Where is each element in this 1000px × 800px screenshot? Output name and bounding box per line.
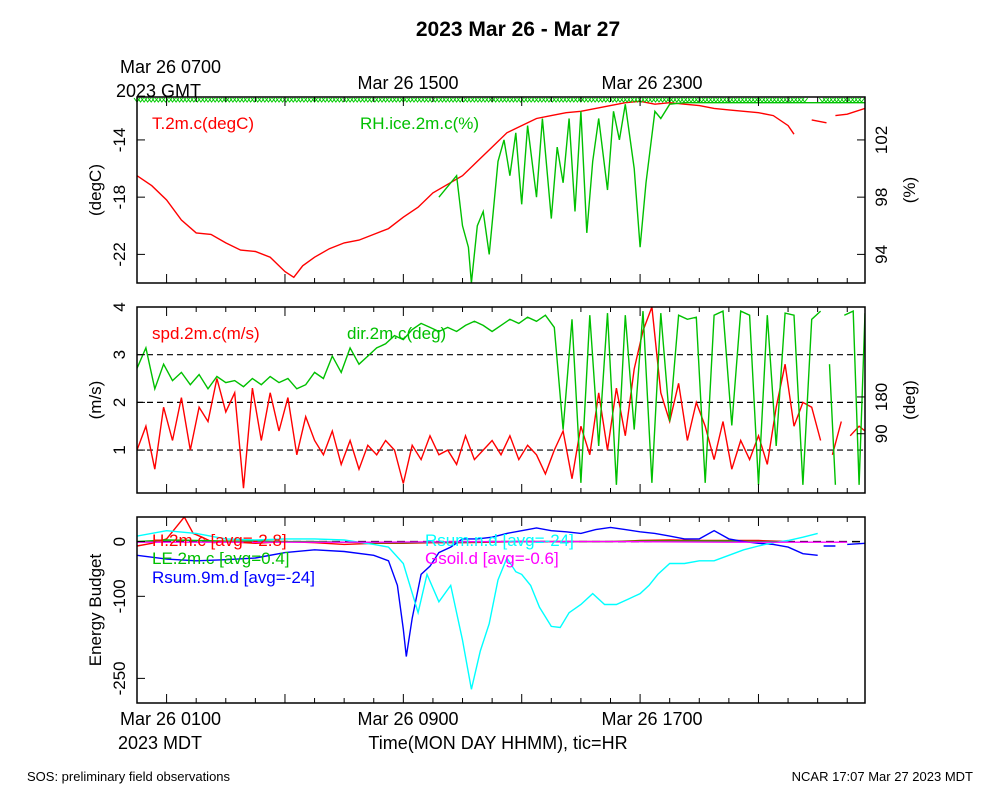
legend-label-0: T.2m.c(degC) — [152, 114, 254, 133]
y-tick-label-right: 102 — [872, 126, 891, 154]
chart-title: 2023 Mar 26 - Mar 27 — [416, 18, 620, 41]
y-tick-label-left: 4 — [110, 302, 129, 311]
bottom-time-label-1: Mar 26 0100 — [120, 709, 221, 729]
y-axis-label-right: (deg) — [900, 380, 919, 420]
bottom-time-label-2: Mar 26 0900 — [357, 709, 458, 729]
y-tick-label-right: 94 — [872, 245, 891, 264]
top-time-label-3: Mar 26 2300 — [601, 73, 702, 93]
y-axis-label-left: (m/s) — [86, 381, 105, 420]
y-tick-label-left: -22 — [110, 242, 129, 267]
y-tick-label-left: -250 — [110, 661, 129, 695]
footer-right: NCAR 17:07 Mar 27 2023 MDT — [792, 769, 973, 784]
top-time-label-2: Mar 26 1500 — [357, 73, 458, 93]
x-axis-title: Time(MON DAY HHMM), tic=HR — [368, 733, 627, 753]
top-time-label-1: Mar 26 0700 — [120, 57, 221, 77]
series-group — [137, 100, 865, 283]
legend-label-3: Rsum.n.d [avg=-24] — [425, 531, 574, 550]
y-tick-label-right: 90 — [872, 424, 891, 443]
y-tick-label-left: -14 — [110, 128, 129, 153]
y-tick-label-left: 1 — [110, 445, 129, 454]
series-line-1 — [137, 310, 865, 485]
legend-label-1: dir.2m.c(deg) — [347, 324, 446, 343]
series-line-2 — [137, 526, 865, 657]
flag-marker — [801, 97, 809, 103]
panel-energy-budget: -250 -100 0 Energy Budget H.2m.c [avg=-2.8]L… — [86, 516, 866, 704]
series-line-1 — [438, 102, 865, 283]
y-tick-label-right: 180 — [872, 383, 891, 411]
panel-frame — [136, 516, 866, 704]
bottom-axis-sublabel: 2023 MDT — [118, 733, 202, 753]
flag-marker — [858, 97, 865, 103]
series-line-0 — [137, 100, 865, 279]
legend-label-0: H.2m.c [avg=-2.8] — [152, 531, 287, 550]
series-group — [137, 307, 865, 489]
legend-label-2: Rsum.9m.d [avg=-24] — [152, 568, 315, 587]
footer-left: SOS: preliminary field observations — [27, 769, 231, 784]
panel-frame — [136, 306, 866, 494]
legend-label-1: LE.2m.c [avg=0.4] — [152, 549, 290, 568]
y-tick-label-left: -18 — [110, 185, 129, 210]
series-line-4 — [137, 540, 848, 543]
top-axis-sublabel: 2023 GMT — [116, 81, 201, 101]
panel-frame — [136, 96, 866, 284]
flag-markers — [133, 97, 865, 103]
legend-label-1: RH.ice.2m.c(%) — [360, 114, 479, 133]
y-tick-label-left: 3 — [110, 350, 129, 359]
series-group — [137, 517, 865, 690]
panel-temperature-humidity: -22 -18 -14 (degC) 94 98 102 (%) T.2m.c(degC) RH.… — [86, 96, 919, 284]
y-axis-label-left: Energy Budget — [86, 553, 105, 666]
y-tick-label-right: 98 — [872, 188, 891, 207]
y-tick-label-left: 2 — [110, 398, 129, 407]
panel-wind: 1 2 3 4 (m/s) 90 180 (deg) spd.2m.c(m/s) dir.2m.c… — [86, 302, 919, 494]
y-axis-label-right: (%) — [900, 177, 919, 203]
y-axis-label-left: (degC) — [86, 164, 105, 216]
y-tick-label-left: 0 — [110, 537, 129, 546]
y-tick-label-left: -100 — [110, 579, 129, 613]
legend-label-4: Gsoil.d [avg=-0.6] — [425, 549, 559, 568]
series-line-3 — [137, 529, 818, 690]
legend-label-0: spd.2m.c(m/s) — [152, 324, 260, 343]
bottom-time-label-3: Mar 26 1700 — [601, 709, 702, 729]
